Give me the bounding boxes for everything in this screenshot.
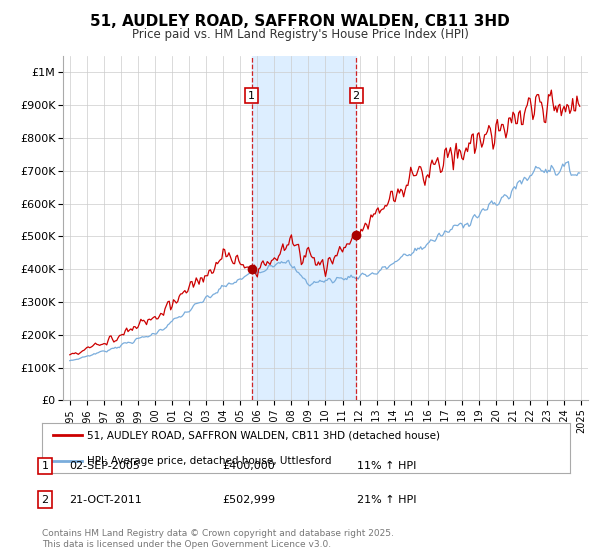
Text: £400,000: £400,000	[222, 461, 275, 471]
Text: 02-SEP-2005: 02-SEP-2005	[69, 461, 140, 471]
Text: 51, AUDLEY ROAD, SAFFRON WALDEN, CB11 3HD (detached house): 51, AUDLEY ROAD, SAFFRON WALDEN, CB11 3H…	[87, 431, 440, 440]
Text: 11% ↑ HPI: 11% ↑ HPI	[357, 461, 416, 471]
Text: 2: 2	[353, 91, 360, 101]
Text: 1: 1	[248, 91, 255, 101]
Text: 21% ↑ HPI: 21% ↑ HPI	[357, 494, 416, 505]
Text: 1: 1	[41, 461, 49, 471]
Text: 51, AUDLEY ROAD, SAFFRON WALDEN, CB11 3HD: 51, AUDLEY ROAD, SAFFRON WALDEN, CB11 3H…	[90, 14, 510, 29]
Text: £502,999: £502,999	[222, 494, 275, 505]
Text: Price paid vs. HM Land Registry's House Price Index (HPI): Price paid vs. HM Land Registry's House …	[131, 28, 469, 41]
Bar	[251, 56, 356, 400]
Text: 2: 2	[41, 494, 49, 505]
Text: Contains HM Land Registry data © Crown copyright and database right 2025.
This d: Contains HM Land Registry data © Crown c…	[42, 529, 394, 549]
Text: HPI: Average price, detached house, Uttlesford: HPI: Average price, detached house, Uttl…	[87, 456, 331, 465]
Text: 21-OCT-2011: 21-OCT-2011	[69, 494, 142, 505]
